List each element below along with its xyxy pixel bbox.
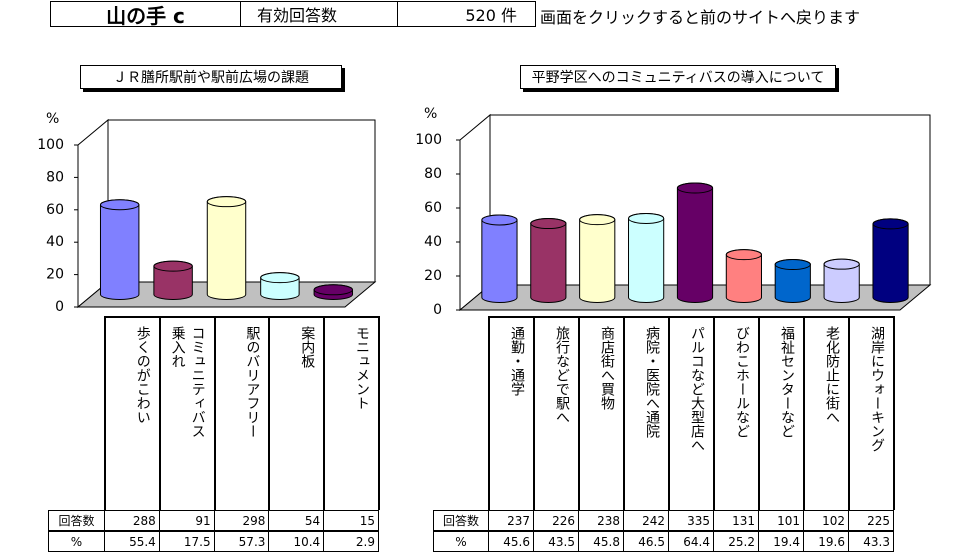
bar-top	[676, 182, 714, 194]
note[interactable]: 画面をクリックすると前のサイトへ戻ります	[540, 8, 861, 27]
count-cell: 101	[758, 510, 804, 531]
bar	[99, 199, 140, 300]
percent-cell: 45.8	[578, 531, 624, 552]
count-cell: 131	[713, 510, 759, 531]
bar-top	[99, 199, 140, 211]
y-tick-label: 20	[46, 267, 64, 283]
category-label: パルコなど大型店へ	[668, 316, 715, 510]
bar	[206, 196, 247, 300]
percent-cell: 55.4	[104, 531, 160, 552]
y-tick-label: 80	[424, 166, 442, 182]
count-cell: 335	[668, 510, 714, 531]
y-tick-label: 100	[415, 132, 442, 148]
y-tick-label: 0	[55, 299, 64, 315]
percent-cell: 43.5	[533, 531, 579, 552]
bar	[579, 214, 616, 303]
category-label: コミュニティバス 乗入れ	[158, 316, 216, 510]
category-label: 案内板	[268, 316, 326, 510]
row-label: %	[433, 531, 489, 552]
bar	[676, 182, 714, 303]
y-tick-label: 60	[424, 200, 442, 216]
bar-top	[579, 214, 616, 226]
category-label: 駅のバリアフリー	[213, 316, 271, 510]
percent-cell: 57.3	[213, 531, 270, 552]
y-tick-label: 40	[46, 234, 64, 250]
count-cell: 91	[158, 510, 215, 531]
count-cell: 242	[623, 510, 669, 531]
area-name: 山の手 c	[50, 1, 241, 28]
row-label: 回答数	[48, 510, 105, 531]
percent-cell: 2.9	[323, 531, 379, 552]
y-axis-label: %	[46, 111, 59, 127]
percent-cell: 19.4	[758, 531, 804, 552]
chart-title: 平野学区へのコミュニティバスの導入について	[520, 65, 836, 89]
bar-top	[153, 260, 193, 272]
category-label: 湖岸にウォーキング	[848, 316, 895, 510]
category-label: 商店街へ買物	[578, 316, 625, 510]
bar-top	[774, 259, 811, 271]
bar-top	[725, 249, 762, 261]
bar	[530, 218, 567, 303]
y-tick-label: 0	[433, 302, 442, 318]
row-label: %	[48, 531, 105, 552]
y-tick-label: 80	[46, 169, 64, 185]
bar-top	[481, 214, 518, 226]
percent-cell: 46.5	[623, 531, 669, 552]
count-cell: 226	[533, 510, 579, 531]
bar	[481, 214, 518, 303]
category-label: 通勤・通学	[488, 316, 535, 510]
count-cell: 15	[323, 510, 379, 531]
bar-top	[628, 212, 665, 224]
bar-top	[823, 258, 860, 270]
percent-cell: 25.2	[713, 531, 759, 552]
percent-cell: 19.6	[803, 531, 849, 552]
bar	[628, 212, 665, 303]
percent-cell: 10.4	[268, 531, 325, 552]
count-cell: 238	[578, 510, 624, 531]
category-label: びわこホールなど	[713, 316, 760, 510]
bar-top	[206, 196, 247, 208]
category-label: 歩くのがこわい	[104, 316, 161, 510]
category-label: 病院・医院へ通院	[623, 316, 670, 510]
category-label: 老化防止に街へ	[803, 316, 850, 510]
count-cell: 102	[803, 510, 849, 531]
bar-top	[530, 218, 567, 230]
count-cell: 288	[104, 510, 160, 531]
category-label: 福祉センターなど	[758, 316, 805, 510]
count-cell: 237	[488, 510, 534, 531]
percent-cell: 45.6	[488, 531, 534, 552]
bar	[872, 218, 909, 303]
chart-title: ＪＲ膳所駅前や駅前広場の課題	[80, 65, 342, 89]
percent-cell: 17.5	[158, 531, 215, 552]
y-tick-label: 100	[37, 137, 64, 153]
count-cell: 298	[213, 510, 270, 531]
category-label: モニュメント	[323, 316, 380, 510]
y-tick-label: 20	[424, 268, 442, 284]
bar-top	[260, 272, 300, 284]
y-tick-label: 40	[424, 234, 442, 250]
percent-cell: 64.4	[668, 531, 714, 552]
bar-top	[872, 218, 909, 230]
category-label: 旅行などで駅へ	[533, 316, 580, 510]
count-cell: 54	[268, 510, 325, 531]
y-tick-label: 60	[46, 202, 64, 218]
y-axis-label: %	[424, 106, 437, 122]
bar-top	[313, 284, 354, 296]
percent-cell: 43.3	[848, 531, 894, 552]
count-cell: 225	[848, 510, 894, 531]
count: 520 件	[397, 1, 536, 27]
row-label: 回答数	[433, 510, 489, 531]
